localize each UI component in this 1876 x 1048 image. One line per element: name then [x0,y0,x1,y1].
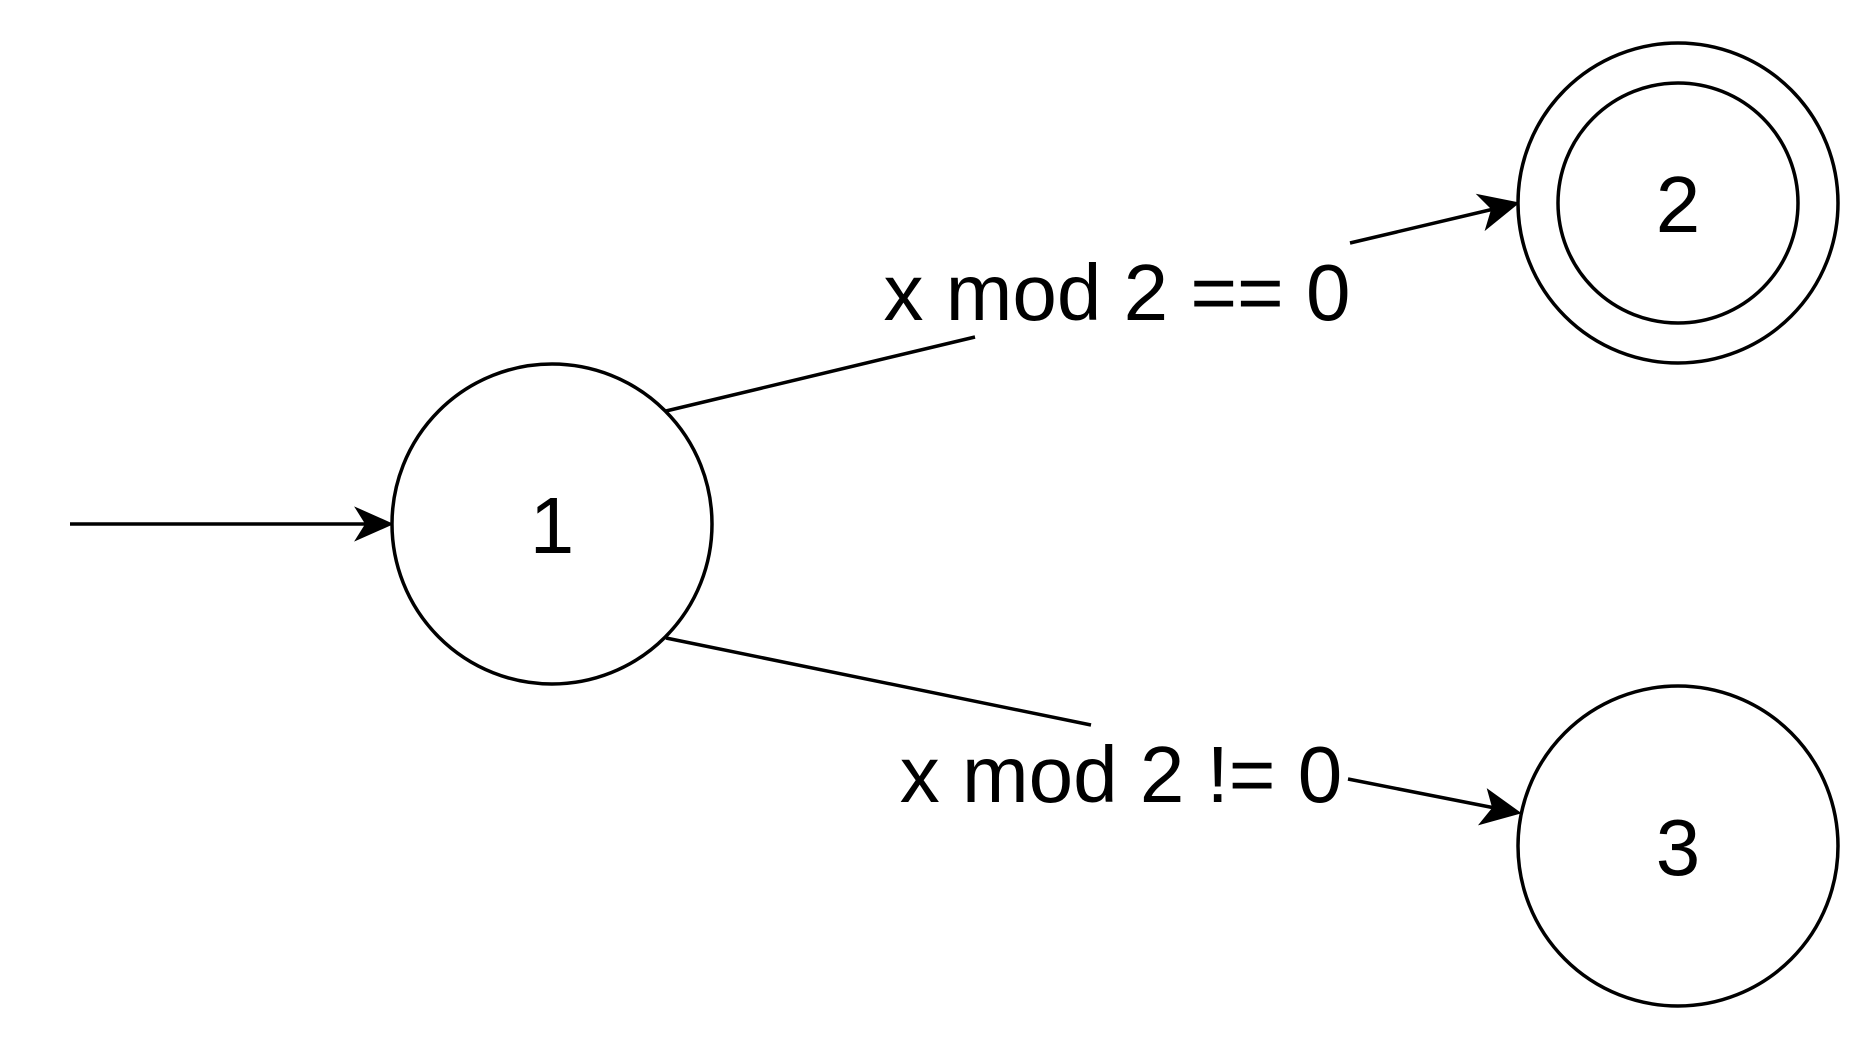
state-1-circle [390,362,714,686]
state-1-label: 1 [530,481,575,570]
transition-label-1-to-2: x mod 2 == 0 [884,248,1351,337]
transition-label-1-to-3: x mod 2 != 0 [900,730,1342,819]
transition-1-to-3 [665,636,1522,826]
state-1[interactable]: 1 [390,362,714,686]
state-2-inner-circle [1556,81,1800,325]
state-2[interactable]: 2 [1516,41,1840,365]
state-2-label: 2 [1656,160,1701,249]
state-3-circle [1516,684,1840,1008]
state-3[interactable]: 3 [1516,684,1840,1008]
initial-arrow [70,506,394,542]
transition-1-to-2 [665,193,1520,413]
state-3-label: 3 [1656,803,1701,892]
